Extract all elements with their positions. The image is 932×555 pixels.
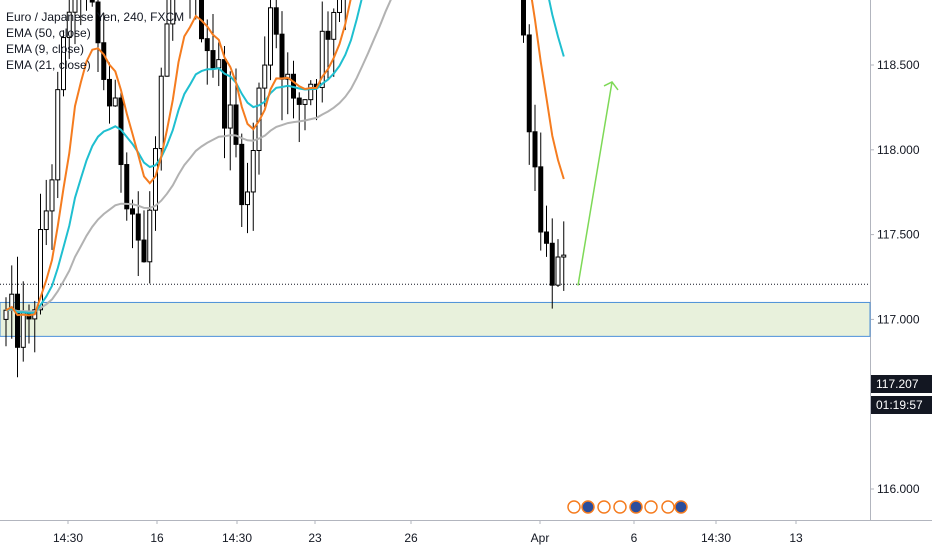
candle-bearish[interactable]: [135, 213, 141, 241]
candle-bullish[interactable]: [147, 209, 153, 263]
ema50-line[interactable]: [5, 0, 564, 313]
time-tick-label: 6: [631, 531, 638, 545]
candle-bearish[interactable]: [544, 231, 549, 244]
candle-bullish[interactable]: [43, 210, 49, 231]
time-tick-label: Apr: [531, 531, 550, 545]
candle-bullish[interactable]: [250, 150, 256, 193]
candle-bullish[interactable]: [331, 11, 337, 40]
candle-bullish[interactable]: [158, 75, 164, 150]
candle-bearish[interactable]: [130, 208, 135, 215]
candle-bearish[interactable]: [526, 34, 532, 133]
candle-bearish[interactable]: [210, 50, 216, 69]
economic-event-icon[interactable]: [629, 500, 643, 514]
price-tick-label: 117.000: [877, 312, 920, 326]
economic-event-icon[interactable]: [597, 500, 611, 514]
candle-bearish[interactable]: [15, 293, 20, 348]
candle-bullish[interactable]: [561, 254, 567, 258]
candle-bearish[interactable]: [279, 33, 285, 80]
candle-bullish[interactable]: [170, 0, 176, 25]
candle-bearish[interactable]: [273, 7, 279, 35]
candle-bullish[interactable]: [227, 104, 233, 129]
candle-bearish[interactable]: [95, 1, 101, 44]
candle-bearish[interactable]: [233, 104, 239, 145]
time-tick-label: 23: [308, 531, 322, 545]
candle-bearish[interactable]: [239, 143, 245, 206]
price-tick-label: 117.500: [877, 228, 920, 242]
candle-bearish[interactable]: [89, 0, 95, 3]
candle-bearish[interactable]: [124, 164, 130, 210]
candle-bullish[interactable]: [308, 83, 314, 101]
candle-bullish[interactable]: [38, 229, 43, 311]
candle-bearish[interactable]: [204, 38, 210, 52]
time-tick-label: 14:30: [701, 531, 731, 545]
candle-bullish[interactable]: [319, 30, 325, 88]
candle-bullish[interactable]: [555, 256, 561, 286]
candle-bullish[interactable]: [20, 312, 26, 348]
countdown-label: 01:19:57: [871, 396, 932, 414]
support-zone[interactable]: [0, 301, 871, 337]
candle-bullish[interactable]: [164, 23, 170, 77]
candle-bearish[interactable]: [101, 42, 107, 80]
candle-bearish[interactable]: [521, 0, 526, 36]
candle-bullish[interactable]: [72, 0, 78, 13]
candle-bullish[interactable]: [245, 191, 250, 206]
economic-event-icon[interactable]: [613, 500, 627, 514]
economic-event-icon[interactable]: [581, 500, 595, 514]
candle-bearish[interactable]: [296, 97, 302, 105]
economic-event-icon[interactable]: [567, 500, 581, 514]
economic-event-icon[interactable]: [644, 500, 658, 514]
candle-bearish[interactable]: [532, 131, 538, 168]
price-tick-label: 118.500: [877, 58, 920, 72]
candle-bullish[interactable]: [268, 7, 273, 66]
candle-bearish[interactable]: [549, 242, 555, 286]
candle-bearish[interactable]: [325, 30, 331, 40]
projection-arrow-head[interactable]: [603, 81, 619, 91]
time-tick-label: 26: [404, 531, 418, 545]
legend-ema50[interactable]: EMA (50, close): [6, 26, 91, 40]
projection-arrow-shaft[interactable]: [577, 81, 613, 286]
candle-bullish[interactable]: [112, 97, 118, 107]
ema9-line[interactable]: [5, 0, 565, 317]
time-tick-label: 14:30: [222, 531, 252, 545]
candle-bearish[interactable]: [538, 166, 544, 233]
price-tick-label: 118.000: [877, 143, 920, 157]
time-tick-label: 16: [150, 531, 164, 545]
candle-bullish[interactable]: [302, 99, 308, 105]
candle-bullish[interactable]: [55, 89, 61, 181]
candle-bullish[interactable]: [61, 37, 66, 91]
economic-event-icon[interactable]: [674, 500, 688, 514]
time-tick-label: 13: [789, 531, 803, 545]
price-tick-label: 116.000: [877, 482, 920, 496]
candle-bullish[interactable]: [337, 0, 342, 13]
candle-bullish[interactable]: [216, 59, 222, 69]
candle-bullish[interactable]: [3, 309, 9, 320]
candle-bullish[interactable]: [66, 11, 72, 39]
candle-bullish[interactable]: [262, 64, 268, 89]
time-tick-label: 14:30: [53, 531, 83, 545]
candle-bearish[interactable]: [107, 78, 112, 107]
economic-event-icon[interactable]: [661, 500, 675, 514]
candle-bearish[interactable]: [222, 59, 227, 129]
symbol-title: Euro / Japanese Yen, 240, FXCM: [6, 10, 185, 24]
candle-bullish[interactable]: [49, 179, 55, 212]
current-price-label: 117.207: [871, 375, 932, 393]
chart-legend: Euro / Japanese Yen, 240, FXCM EMA (50, …: [6, 9, 184, 73]
ema21-line[interactable]: [5, 0, 565, 314]
legend-ema21[interactable]: EMA (21, close): [6, 58, 91, 72]
legend-ema9[interactable]: EMA (9, close): [6, 42, 85, 56]
candle-bearish[interactable]: [141, 239, 147, 263]
